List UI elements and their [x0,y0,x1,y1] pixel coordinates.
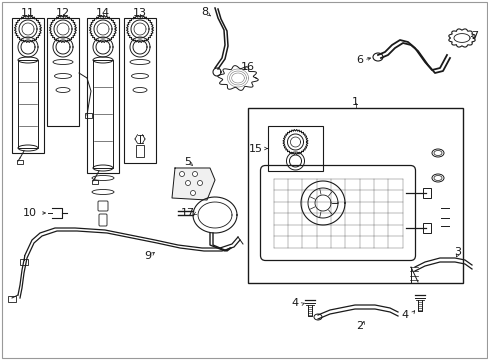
Text: 11: 11 [21,8,35,18]
Text: 13: 13 [133,8,147,18]
Bar [47,18,79,126]
Circle shape [190,190,195,195]
Text: 1: 1 [351,97,358,107]
Text: 7: 7 [470,31,478,41]
Bar [247,108,462,283]
Text: 3: 3 [453,247,461,257]
Bar [267,126,323,171]
Circle shape [197,180,202,185]
Text: 16: 16 [241,62,254,72]
Bar [93,60,113,168]
Bar [136,145,143,157]
Text: 8: 8 [201,7,208,17]
Bar [422,188,429,198]
Bar [12,18,44,153]
Text: 4: 4 [291,298,298,308]
Bar [18,60,38,148]
Text: 9: 9 [144,251,151,261]
Bar [422,223,429,233]
Text: 15: 15 [248,144,263,153]
Text: 14: 14 [96,8,110,18]
Bar [92,180,98,184]
Text: 6: 6 [356,55,363,65]
Circle shape [185,180,190,185]
Text: 2: 2 [356,321,363,331]
Circle shape [192,171,197,176]
Bar [17,160,23,164]
Polygon shape [172,168,215,200]
Text: 5: 5 [184,157,191,167]
Bar [124,18,156,163]
Circle shape [179,171,184,176]
Bar [20,259,28,265]
Bar [8,296,16,302]
Bar [87,18,119,173]
Text: 10: 10 [23,208,37,218]
Text: 4: 4 [401,310,408,320]
Bar [85,113,92,118]
Text: 17: 17 [181,208,195,218]
Text: 12: 12 [56,8,70,18]
